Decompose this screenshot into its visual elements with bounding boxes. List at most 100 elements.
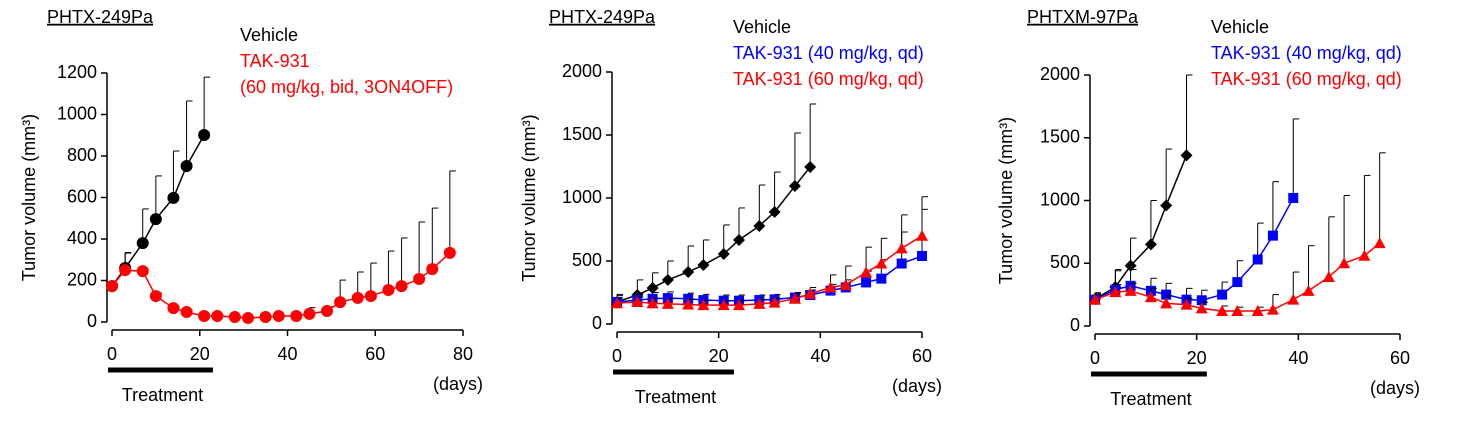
marker: [1180, 149, 1193, 162]
x-axis-label: (days): [433, 374, 483, 394]
y-tick-label: 1500: [1040, 127, 1080, 147]
marker: [611, 297, 623, 309]
marker: [895, 242, 908, 254]
marker: [875, 257, 888, 269]
marker: [1251, 304, 1264, 316]
y-tick-label: 0: [1070, 315, 1080, 335]
y-tick-label: 2000: [562, 61, 602, 81]
marker: [1288, 192, 1299, 203]
marker: [259, 311, 272, 324]
legend-entry: TAK-931 (40 mg/kg, qd): [733, 43, 924, 63]
marker: [1232, 277, 1243, 288]
marker: [290, 309, 303, 322]
marker: [733, 299, 745, 311]
y-tick-label: 600: [67, 186, 97, 206]
marker: [1144, 291, 1157, 303]
x-tick-label: 60: [1390, 348, 1410, 368]
chart-title: PHTXM-97Pa: [1027, 7, 1139, 27]
marker: [697, 299, 710, 311]
marker: [896, 258, 907, 269]
marker: [733, 233, 745, 246]
y-tick-label: 1000: [57, 103, 97, 123]
marker: [106, 280, 118, 293]
x-tick-label: 0: [1090, 348, 1100, 368]
marker: [1196, 295, 1207, 306]
legend-entry: TAK-931 (60 mg/kg, qd): [733, 69, 924, 89]
marker: [1231, 304, 1244, 316]
marker: [861, 277, 872, 288]
series-line: [616, 166, 811, 303]
legend-entry: TAK-931 (60 mg/kg, bid, 3ON4OFF): [240, 51, 454, 97]
marker: [1160, 199, 1173, 212]
marker: [303, 307, 316, 320]
marker: [167, 191, 180, 204]
marker: [682, 298, 695, 310]
marker: [198, 309, 211, 322]
x-tick-label: 0: [107, 344, 117, 364]
y-tick-label: 400: [67, 228, 97, 248]
y-tick-label: 500: [572, 250, 602, 270]
marker: [1252, 254, 1263, 265]
marker: [1124, 284, 1137, 296]
marker: [364, 290, 377, 303]
marker: [661, 273, 674, 286]
x-axis-label: (days): [892, 376, 942, 396]
legend-entry: Vehicle: [1211, 17, 1270, 37]
marker: [136, 265, 149, 278]
x-tick-label: 40: [1288, 348, 1308, 368]
marker: [804, 161, 817, 174]
marker: [1287, 293, 1300, 305]
marker: [631, 295, 644, 307]
y-tick-label: 500: [1050, 252, 1080, 272]
marker: [1302, 284, 1315, 296]
x-tick-label: 20: [190, 344, 210, 364]
chart-title: PHTX-249Pa: [47, 7, 154, 27]
marker: [646, 297, 659, 309]
marker: [876, 273, 887, 284]
marker: [1160, 297, 1173, 309]
marker: [646, 281, 659, 294]
y-tick-label: 1000: [562, 187, 602, 207]
chart-title: PHTX-249Pa: [549, 7, 656, 27]
x-axis-label: (days): [1370, 378, 1420, 398]
marker: [717, 299, 730, 311]
marker: [320, 305, 333, 318]
marker: [180, 159, 193, 172]
marker: [167, 302, 180, 315]
series-line: [1094, 197, 1294, 302]
x-tick-label: 60: [912, 346, 932, 366]
marker: [768, 205, 781, 218]
marker: [1217, 289, 1228, 300]
x-tick-label: 60: [365, 344, 385, 364]
legend-entry: Vehicle: [240, 25, 299, 45]
marker: [242, 312, 255, 325]
marker: [1358, 249, 1371, 261]
y-tick-label: 2000: [1040, 64, 1080, 84]
marker: [351, 291, 364, 304]
y-tick-label: 0: [592, 313, 602, 333]
marker: [717, 247, 730, 260]
marker: [1373, 237, 1386, 249]
marker: [149, 213, 162, 226]
marker: [788, 292, 801, 304]
x-tick-label: 40: [277, 344, 297, 364]
marker: [824, 281, 837, 293]
marker: [697, 259, 710, 272]
y-tick-label: 800: [67, 145, 97, 165]
marker: [753, 219, 766, 232]
marker: [180, 306, 193, 319]
y-axis-label: Tumor volume (mm³): [519, 114, 539, 281]
marker: [1124, 259, 1137, 272]
marker: [1195, 302, 1208, 314]
marker: [395, 280, 408, 293]
y-axis-label: Tumor volume (mm³): [996, 117, 1016, 284]
y-tick-label: 1200: [57, 62, 97, 82]
marker: [753, 297, 766, 309]
marker: [917, 250, 927, 261]
y-tick-label: 200: [67, 269, 97, 289]
y-tick-label: 1000: [1040, 189, 1080, 209]
treatment-label: Treatment: [1110, 389, 1191, 409]
marker: [1180, 298, 1193, 310]
marker: [1109, 286, 1122, 298]
